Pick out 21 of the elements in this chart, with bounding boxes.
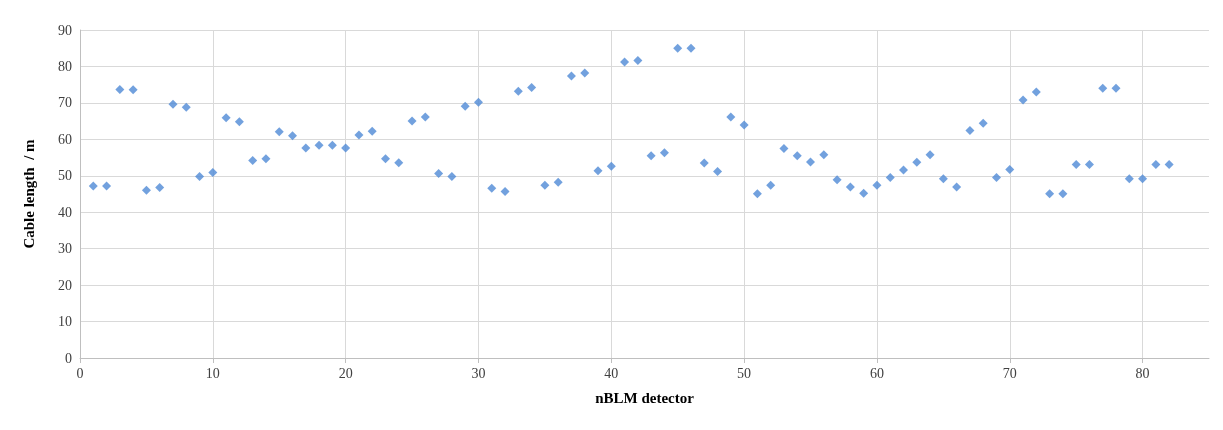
- y-tick-label: 10: [58, 314, 72, 330]
- y-tick-label: 0: [65, 350, 72, 366]
- y-tick-label: 90: [58, 22, 72, 38]
- y-axis-title: Cable length / m: [20, 138, 37, 249]
- x-tick-label: 60: [869, 365, 884, 381]
- y-tick-label: 50: [58, 168, 72, 184]
- x-axis-title: nBLM detector: [595, 389, 695, 406]
- x-tick-label: 40: [604, 365, 619, 381]
- y-tick-label: 30: [58, 241, 72, 257]
- x-tick-label: 10: [205, 365, 220, 381]
- y-tick-label: 20: [58, 277, 72, 293]
- x-tick-label: 0: [76, 365, 84, 381]
- x-tick-label: 70: [1002, 365, 1017, 381]
- y-tick-label: 60: [58, 131, 72, 147]
- y-tick-label: 40: [58, 204, 72, 220]
- x-tick-label: 20: [338, 365, 353, 381]
- x-tick-label: 50: [737, 365, 752, 381]
- x-tick-label: 30: [471, 365, 486, 381]
- y-tick-label: 70: [58, 95, 72, 111]
- y-tick-label: 80: [58, 58, 72, 74]
- x-tick-label: 80: [1135, 365, 1150, 381]
